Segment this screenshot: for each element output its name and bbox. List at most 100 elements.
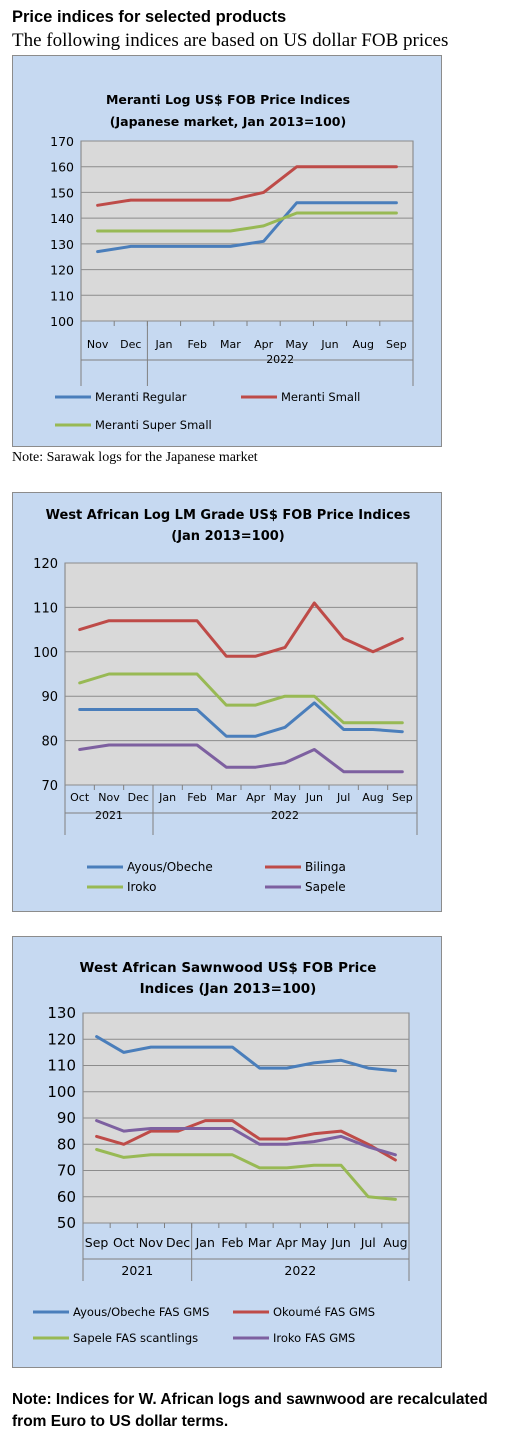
- west-african-sawnwood-chart: West African Sawnwood US$ FOB Price Indic…: [12, 936, 442, 1368]
- x-tick-label: Jan: [155, 338, 173, 351]
- y-tick-label: 110: [50, 288, 74, 303]
- x-tick-label: Jan: [195, 1235, 215, 1250]
- x-tick-label: Jul: [336, 791, 350, 804]
- x-tick-label: May: [301, 1235, 327, 1250]
- series-line-meranti-small: [96, 165, 398, 207]
- chart-title: West African Sawnwood US$ FOB Price: [80, 960, 377, 976]
- x-tick-label: Mar: [248, 1235, 272, 1250]
- series-line-sapele-fas-scantlings: [95, 1148, 397, 1201]
- x-tick-label: Feb: [187, 338, 206, 351]
- x-tick-label: Oct: [70, 791, 90, 804]
- year-group-label: 2022: [271, 809, 299, 822]
- legend-label: Okoumé FAS GMS: [273, 1305, 375, 1319]
- x-tick-label: May: [274, 791, 297, 804]
- legend-label: Ayous/Obeche: [127, 860, 213, 874]
- x-tick-label: Jun: [305, 791, 323, 804]
- series-line-sapele: [78, 743, 404, 774]
- x-tick-label: Aug: [383, 1235, 407, 1250]
- legend-label: Ayous/Obeche FAS GMS: [73, 1305, 209, 1319]
- series-line-iroko-fas-gms: [95, 1119, 397, 1157]
- y-tick-label: 130: [50, 237, 74, 252]
- y-tick-label: 90: [57, 1109, 76, 1127]
- legend-label: Sapele: [305, 880, 346, 894]
- chart-subtitle: Indices (Jan 2013=100): [140, 981, 317, 997]
- series-line-ayous-obeche: [78, 701, 404, 738]
- page-title: Price indices for selected products: [12, 8, 287, 26]
- x-tick-label: Dec: [166, 1235, 190, 1250]
- final-note: Note: Indices for W. African logs and sa…: [12, 1391, 488, 1430]
- legend-label: Iroko FAS GMS: [273, 1331, 355, 1345]
- x-tick-label: Sep: [392, 791, 413, 804]
- y-tick-label: 120: [50, 263, 74, 278]
- x-tick-label: Dec: [128, 791, 149, 804]
- legend-label: Meranti Super Small: [95, 418, 212, 432]
- x-tick-label: Feb: [187, 791, 206, 804]
- y-tick-label: 90: [41, 690, 58, 705]
- x-tick-label: Nov: [87, 338, 109, 351]
- year-group-label: 2021: [95, 809, 123, 822]
- series-line-okoum-fas-gms: [95, 1119, 397, 1162]
- y-tick-label: 60: [57, 1188, 76, 1206]
- y-tick-label: 160: [50, 160, 74, 175]
- x-tick-label: Aug: [352, 338, 373, 351]
- meranti-price-chart: Meranti Log US$ FOB Price Indices (Japane…: [12, 55, 442, 447]
- chart-title: West African Log LM Grade US$ FOB Price …: [46, 508, 411, 523]
- west-african-sawnwood-chart-svg: West African Sawnwood US$ FOB Price Indic…: [33, 960, 410, 1345]
- x-tick-label: Oct: [113, 1235, 135, 1250]
- series-line-meranti-super-small: [96, 211, 398, 233]
- y-tick-label: 80: [57, 1135, 76, 1153]
- series-line-iroko: [78, 672, 404, 725]
- west-african-log-chart-svg: West African Log LM Grade US$ FOB Price …: [33, 508, 418, 894]
- x-tick-label: May: [285, 338, 308, 351]
- y-tick-label: 120: [47, 1030, 76, 1048]
- page-subtitle: The following indices are based on US do…: [12, 30, 449, 51]
- chart-subtitle: (Japanese market, Jan 2013=100): [110, 114, 346, 129]
- x-tick-label: Aug: [362, 791, 383, 804]
- x-tick-label: Nov: [98, 791, 120, 804]
- y-tick-label: 130: [47, 1004, 76, 1022]
- legend-label: Sapele FAS scantlings: [73, 1331, 198, 1345]
- y-tick-label: 100: [47, 1083, 76, 1101]
- y-tick-label: 110: [47, 1057, 76, 1075]
- y-tick-label: 100: [50, 314, 74, 329]
- y-tick-label: 120: [33, 557, 58, 572]
- series-line-bilinga: [78, 601, 404, 658]
- x-tick-label: Jun: [320, 338, 338, 351]
- legend-label: Iroko: [127, 880, 156, 894]
- y-tick-label: 100: [33, 646, 58, 661]
- series-line-ayous-obeche-fas-gms: [95, 1035, 397, 1073]
- chart-subtitle: (Jan 2013=100): [171, 529, 284, 544]
- y-tick-label: 150: [50, 185, 74, 200]
- x-tick-label: Apr: [246, 791, 266, 804]
- x-tick-label: Jun: [330, 1235, 351, 1250]
- chart-title: Meranti Log US$ FOB Price Indices: [106, 92, 350, 107]
- y-tick-label: 170: [50, 134, 74, 149]
- y-tick-label: 70: [41, 779, 58, 794]
- x-tick-label: Mar: [220, 338, 241, 351]
- x-tick-label: Apr: [276, 1235, 298, 1250]
- x-tick-label: Jan: [158, 791, 176, 804]
- x-tick-label: Nov: [139, 1235, 164, 1250]
- x-tick-label: Mar: [216, 791, 237, 804]
- year-group-label: 2021: [121, 1263, 153, 1278]
- legend-label: Meranti Regular: [95, 390, 187, 404]
- year-group-label: 2022: [266, 353, 294, 366]
- x-tick-label: Jul: [360, 1235, 376, 1250]
- y-tick-label: 110: [33, 601, 58, 616]
- meranti-chart-svg: Meranti Log US$ FOB Price Indices (Japane…: [50, 92, 414, 432]
- x-tick-label: Feb: [221, 1235, 243, 1250]
- x-tick-label: Apr: [254, 338, 274, 351]
- y-tick-label: 80: [41, 735, 58, 750]
- meranti-note: Note: Sarawak logs for the Japanese mark…: [12, 450, 258, 465]
- west-african-log-chart: West African Log LM Grade US$ FOB Price …: [12, 492, 442, 912]
- y-tick-label: 50: [57, 1214, 76, 1232]
- legend-label: Bilinga: [305, 860, 346, 874]
- series-line-meranti-regular: [96, 201, 398, 254]
- year-group-label: 2022: [284, 1263, 316, 1278]
- x-tick-label: Dec: [120, 338, 141, 351]
- y-tick-label: 140: [50, 211, 74, 226]
- legend-label: Meranti Small: [281, 390, 360, 404]
- y-tick-label: 70: [57, 1162, 76, 1180]
- x-tick-label: Sep: [386, 338, 407, 351]
- x-tick-label: Sep: [85, 1235, 109, 1250]
